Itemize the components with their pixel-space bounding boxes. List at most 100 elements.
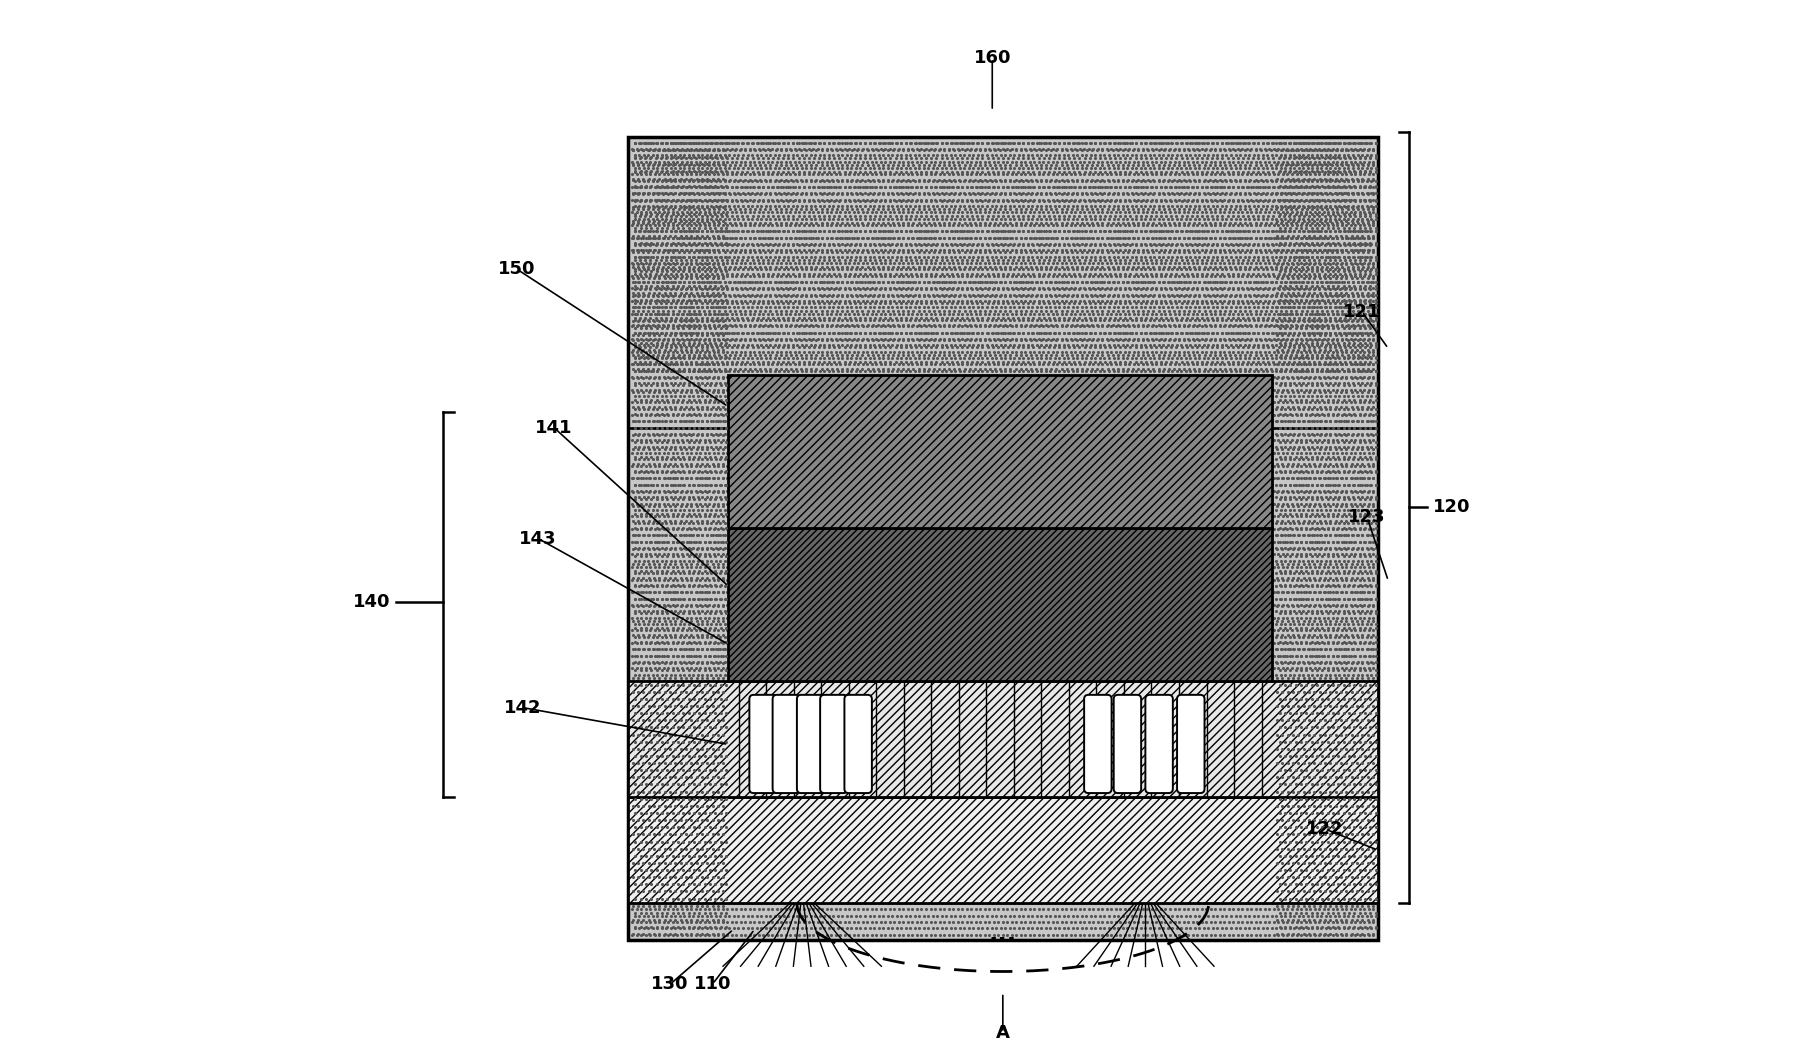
Point [1103, 426, 1132, 442]
Point [1029, 850, 1058, 867]
Point [807, 229, 836, 246]
Point [1056, 622, 1085, 639]
Point [628, 769, 657, 786]
Point [653, 805, 682, 822]
Point [966, 825, 995, 842]
Point [1242, 293, 1271, 309]
Point [1179, 546, 1208, 563]
Point [1294, 541, 1323, 558]
Point [1348, 489, 1377, 506]
Point [1354, 170, 1383, 187]
Point [995, 502, 1023, 518]
Point [967, 831, 996, 848]
Point [1334, 274, 1363, 290]
Point [1170, 875, 1199, 892]
Point [776, 356, 805, 373]
Point [1061, 191, 1090, 208]
Point [902, 926, 931, 943]
Point [1339, 434, 1368, 451]
Point [1309, 901, 1338, 918]
Point [758, 164, 787, 181]
Point [1043, 280, 1072, 297]
Point [1067, 186, 1096, 203]
Point [1146, 508, 1175, 525]
Point [1218, 318, 1247, 335]
Point [892, 281, 921, 298]
Point [1007, 191, 1036, 208]
Point [1341, 597, 1370, 614]
Point [883, 679, 912, 696]
Point [1307, 337, 1336, 354]
Point [1305, 266, 1334, 283]
Point [680, 394, 709, 411]
Point [758, 305, 787, 322]
Point [625, 540, 653, 557]
Point [993, 293, 1022, 309]
Point [1269, 164, 1298, 181]
Point [960, 274, 989, 290]
Point [634, 134, 662, 151]
Point [1321, 793, 1350, 810]
Point [1289, 237, 1318, 253]
Point [921, 432, 949, 449]
Point [742, 248, 771, 265]
Point [621, 552, 650, 569]
Point [1262, 502, 1291, 518]
Point [1318, 776, 1347, 793]
Point [1088, 214, 1117, 231]
Point [1354, 142, 1383, 158]
Point [1345, 533, 1374, 550]
Point [1121, 831, 1150, 848]
Point [671, 254, 700, 271]
Point [1153, 312, 1182, 328]
Point [709, 156, 738, 173]
Point [1287, 346, 1316, 363]
Point [686, 704, 715, 721]
Point [677, 455, 706, 472]
Point [931, 251, 960, 268]
Point [1287, 229, 1316, 246]
Point [1251, 863, 1280, 880]
Point [648, 603, 677, 620]
Point [955, 856, 984, 873]
Point [699, 698, 727, 715]
Point [1267, 426, 1296, 442]
Point [841, 679, 870, 696]
Point [975, 685, 1004, 702]
Point [868, 451, 897, 468]
Point [1289, 769, 1318, 786]
Point [816, 432, 845, 449]
Point [1357, 793, 1386, 810]
Point [930, 799, 958, 816]
Point [697, 324, 726, 341]
Point [756, 527, 785, 544]
Point [1112, 172, 1141, 189]
Point [653, 204, 682, 221]
Point [1350, 571, 1379, 588]
Point [1242, 331, 1271, 347]
Point [863, 214, 892, 231]
Point [780, 609, 809, 626]
Point [1112, 489, 1141, 506]
Point [666, 441, 695, 458]
Point [1235, 628, 1264, 645]
Point [650, 812, 679, 829]
Point [1182, 267, 1211, 284]
Point [634, 455, 662, 472]
Point [760, 856, 789, 873]
Point [641, 339, 670, 356]
Point [783, 907, 812, 924]
Point [1045, 628, 1074, 645]
Point [1132, 339, 1161, 356]
Point [738, 237, 767, 253]
Point [720, 603, 749, 620]
Point [1359, 521, 1388, 538]
Point [818, 186, 847, 203]
Point [697, 755, 726, 772]
Point [986, 147, 1014, 164]
Point [697, 400, 726, 417]
Point [726, 508, 754, 525]
Point [821, 571, 850, 588]
Point [753, 254, 782, 271]
Point [810, 907, 839, 924]
